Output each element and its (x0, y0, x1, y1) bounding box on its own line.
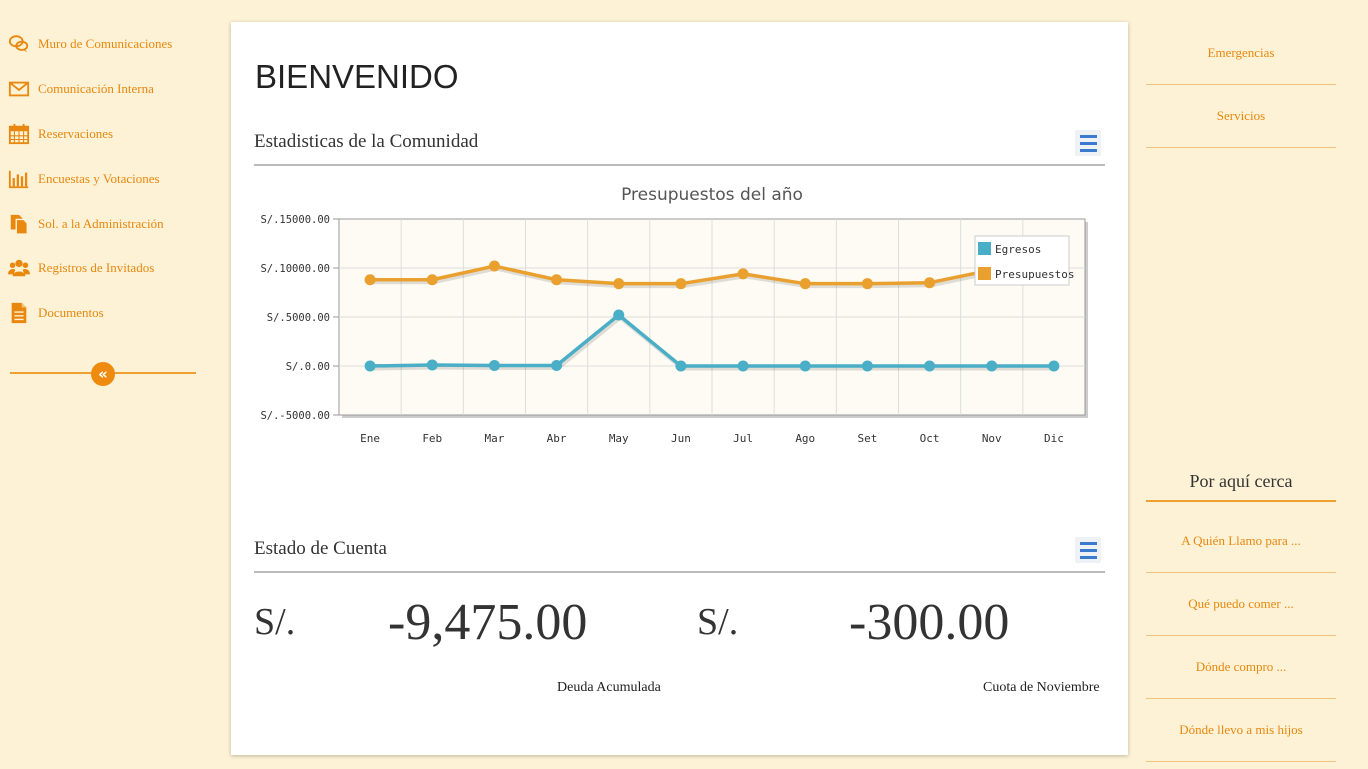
account-section-header: Estado de Cuenta (254, 529, 1105, 573)
budget-chart: Presupuestos del año S/.15000.00 S/.10000.… (248, 172, 1108, 472)
x-tick-label: Set (857, 432, 877, 445)
x-tick-label: May (609, 432, 629, 445)
sidebar-item-invitados[interactable]: Registros de Invitados (0, 246, 210, 291)
document-icon (8, 302, 30, 324)
sidebar-item-label: Documentos (38, 305, 104, 321)
legend-label-egresos: Egresos (995, 243, 1041, 256)
nearby-link-llamo[interactable]: A Quién Llamo para ... (1146, 510, 1336, 573)
data-point-presupuestos (551, 274, 563, 286)
series-line-egresos (370, 313, 1054, 368)
data-point-presupuestos (426, 274, 438, 286)
data-point-egresos (924, 360, 936, 372)
series-line-presupuestos (370, 264, 1054, 286)
budget-chart-svg: Presupuestos del año S/.15000.00 S/.10000.… (260, 185, 1088, 445)
sidebar-item-label: Comunicación Interna (38, 81, 154, 97)
fee-label: Cuota de Noviembre (983, 680, 1100, 695)
debt-amount: -9,475.00 (388, 594, 588, 651)
data-point-presupuestos (799, 278, 811, 290)
right-sidebar: Emergencias Servicios Por aquí cerca A Q… (1146, 22, 1336, 762)
hamburger-icon (1079, 134, 1097, 138)
sidebar-item-label: Sol. a la Administración (38, 215, 164, 231)
data-point-presupuestos (364, 274, 376, 286)
x-tick-label: Feb (422, 432, 442, 445)
legend-swatch-egresos (978, 242, 991, 255)
fee-amount: -300.00 (849, 594, 1010, 651)
x-tick-label: Jul (733, 432, 753, 445)
envelope-icon (8, 78, 30, 100)
series-shadow-presupuestos (371, 266, 1056, 289)
link-servicios[interactable]: Servicios (1146, 85, 1336, 148)
sidebar-item-reservaciones[interactable]: Reservaciones (0, 112, 210, 157)
sidebar-item-encuestas[interactable]: Encuestas y Votaciones (0, 156, 210, 201)
nearby-link-hijos[interactable]: Dónde llevo a mis hijos (1146, 699, 1336, 762)
bar-chart-icon (8, 168, 30, 190)
data-point-egresos (861, 360, 873, 372)
data-point-presupuestos (737, 268, 749, 280)
sidebar-item-comunicacion[interactable]: Comunicación Interna (0, 67, 210, 112)
y-tick-label: S/.0.00 (286, 361, 330, 373)
data-point-presupuestos (675, 278, 687, 290)
data-point-egresos (1048, 360, 1060, 372)
x-tick-label: Mar (484, 432, 504, 445)
chat-bubbles-icon (8, 33, 30, 55)
data-point-egresos (488, 360, 500, 372)
x-tick-label: Jun (671, 432, 691, 445)
debt-label: Deuda Acumulada (557, 680, 661, 695)
sidebar-item-documentos[interactable]: Documentos (0, 291, 210, 336)
account-section-title: Estado de Cuenta (254, 538, 387, 559)
legend-swatch-presupuestos (978, 267, 991, 280)
nearby-link-compro[interactable]: Dónde compro ... (1146, 636, 1336, 699)
sidebar-item-label: Reservaciones (38, 125, 114, 141)
x-tick-label: Oct (920, 432, 940, 445)
sidebar-item-label: Registros de Invitados (38, 260, 155, 276)
chart-title: Presupuestos del año (621, 185, 803, 205)
legend-label-presupuestos: Presupuestos (995, 268, 1074, 281)
sidebar-item-label: Encuestas y Votaciones (38, 170, 160, 186)
y-tick-label: S/.15000.00 (260, 214, 330, 226)
collapse-sidebar-button[interactable]: « (91, 362, 115, 386)
sidebar-item-label: Muro de Comunicaciones (38, 36, 173, 52)
nearby-list: A Quién Llamo para ... Qué puedo comer .… (1146, 510, 1336, 762)
nearby-title: Por aquí cerca (1146, 466, 1336, 502)
sidebar-item-muro[interactable]: Muro de Comunicaciones (0, 22, 210, 67)
data-point-egresos (799, 360, 811, 372)
page-title: BIENVENIDO (255, 58, 459, 95)
x-tick-label: Abr (547, 432, 567, 445)
data-point-egresos (675, 360, 687, 372)
data-point-egresos (426, 359, 438, 371)
y-tick-label: S/.-5000.00 (260, 410, 330, 422)
documents-icon (8, 213, 30, 235)
link-emergencias[interactable]: Emergencias (1146, 22, 1336, 85)
x-tick-label: Dic (1044, 432, 1064, 445)
sidebar-item-solicitudes[interactable]: Sol. a la Administración (0, 201, 210, 246)
nearby-link-comer[interactable]: Qué puedo comer ... (1146, 573, 1336, 636)
hamburger-icon (1079, 541, 1097, 545)
x-tick-label: Nov (982, 432, 1002, 445)
fee-currency: S/. (697, 601, 739, 643)
x-tick-label: Ene (360, 432, 380, 445)
y-tick-label: S/.10000.00 (260, 263, 330, 275)
stats-section-title: Estadisticas de la Comunidad (254, 131, 479, 152)
data-point-egresos (737, 360, 749, 372)
stats-section-header: Estadisticas de la Comunidad (254, 122, 1105, 166)
data-point-egresos (986, 360, 998, 372)
data-point-presupuestos (488, 260, 500, 272)
left-sidebar: Muro de Comunicaciones Comunicación Inte… (0, 22, 210, 386)
data-point-egresos (364, 360, 376, 372)
users-icon (8, 257, 30, 279)
calendar-icon (8, 123, 30, 145)
data-point-presupuestos (924, 277, 936, 289)
main-panel: BIENVENIDO Estadisticas de la Comunidad … (231, 22, 1128, 755)
y-tick-label: S/.5000.00 (267, 312, 330, 324)
data-point-egresos (613, 309, 625, 321)
x-tick-label: Ago (795, 432, 815, 445)
data-point-presupuestos (613, 278, 625, 290)
series-shadow-egresos (371, 314, 1056, 371)
data-point-egresos (551, 360, 563, 372)
account-menu-button[interactable] (1075, 537, 1101, 563)
debt-currency: S/. (254, 601, 296, 643)
data-point-presupuestos (861, 278, 873, 290)
stats-menu-button[interactable] (1075, 130, 1101, 156)
